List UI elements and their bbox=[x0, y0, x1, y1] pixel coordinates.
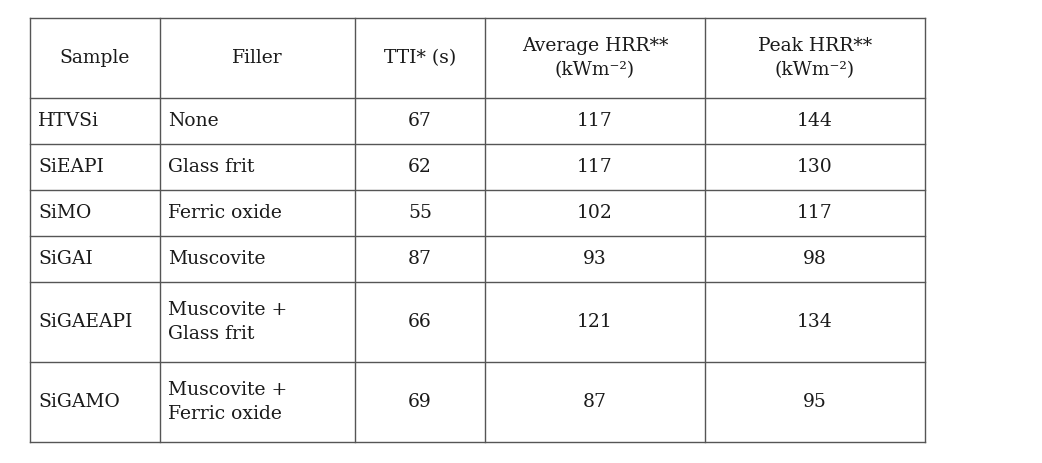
Text: Filler: Filler bbox=[232, 49, 282, 67]
Text: 55: 55 bbox=[408, 204, 432, 222]
Text: 93: 93 bbox=[584, 250, 606, 268]
Text: 67: 67 bbox=[408, 112, 432, 130]
Text: 98: 98 bbox=[803, 250, 827, 268]
Text: Sample: Sample bbox=[59, 49, 130, 67]
Text: 87: 87 bbox=[408, 250, 432, 268]
Text: 117: 117 bbox=[577, 158, 613, 176]
Text: 62: 62 bbox=[408, 158, 432, 176]
Text: TTI* (s): TTI* (s) bbox=[383, 49, 456, 67]
Text: Muscovite: Muscovite bbox=[168, 250, 266, 268]
Text: Muscovite +
Glass frit: Muscovite + Glass frit bbox=[168, 301, 288, 343]
Text: 102: 102 bbox=[577, 204, 613, 222]
Text: Glass frit: Glass frit bbox=[168, 158, 254, 176]
Text: 87: 87 bbox=[584, 393, 607, 411]
Text: None: None bbox=[168, 112, 219, 130]
Text: 121: 121 bbox=[577, 313, 613, 331]
Text: 144: 144 bbox=[797, 112, 833, 130]
Text: Muscovite +
Ferric oxide: Muscovite + Ferric oxide bbox=[168, 381, 288, 423]
Text: 134: 134 bbox=[797, 313, 833, 331]
Text: 117: 117 bbox=[797, 204, 833, 222]
Text: SiMO: SiMO bbox=[38, 204, 92, 222]
Text: Peak HRR**
(kWm⁻²): Peak HRR** (kWm⁻²) bbox=[758, 37, 872, 79]
Text: Average HRR**
(kWm⁻²): Average HRR** (kWm⁻²) bbox=[522, 37, 668, 79]
Text: Ferric oxide: Ferric oxide bbox=[168, 204, 282, 222]
Text: 95: 95 bbox=[803, 393, 827, 411]
Text: 130: 130 bbox=[797, 158, 833, 176]
Text: SiGAEAPI: SiGAEAPI bbox=[38, 313, 132, 331]
Text: 117: 117 bbox=[577, 112, 613, 130]
Text: SiEAPI: SiEAPI bbox=[38, 158, 104, 176]
Text: SiGAMO: SiGAMO bbox=[38, 393, 120, 411]
Text: SiGAI: SiGAI bbox=[38, 250, 93, 268]
Text: HTVSi: HTVSi bbox=[38, 112, 99, 130]
Text: 69: 69 bbox=[408, 393, 431, 411]
Text: 66: 66 bbox=[408, 313, 431, 331]
